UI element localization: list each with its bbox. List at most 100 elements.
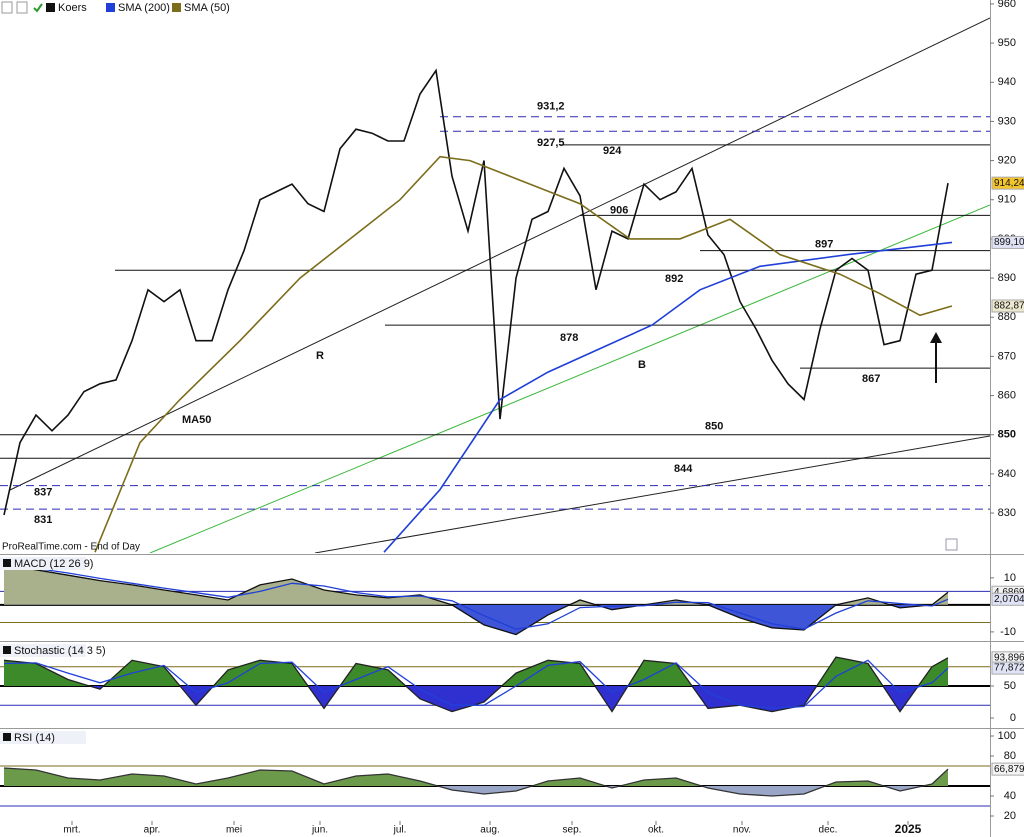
level-label: 906: [610, 204, 628, 216]
value-box: [991, 661, 1024, 675]
y-tick-label: 840: [998, 468, 1016, 480]
series-line: [3, 566, 949, 630]
area-above: [4, 768, 948, 786]
y-tick-label: 870: [998, 350, 1016, 362]
x-tick-label: 2025: [895, 822, 922, 836]
legend-swatch: [46, 3, 55, 12]
y-tick-label: 880: [998, 311, 1016, 323]
y-tick-label: 20: [1004, 810, 1016, 822]
value-box-label: 4,6869: [994, 587, 1024, 598]
icon: [33, 3, 43, 13]
y-tick-label: 100: [998, 730, 1016, 742]
level-label: 837: [34, 487, 52, 499]
series-line: [3, 564, 949, 636]
area-below: [4, 685, 948, 712]
info-icon: [945, 538, 958, 551]
legend-label: Koers: [58, 2, 87, 14]
panel-title-icon: [3, 733, 11, 741]
y-tick-label: 940: [998, 76, 1016, 88]
area-above: [4, 657, 948, 686]
y-tick-label: 50: [1004, 680, 1016, 692]
x-tick-label: jul.: [393, 825, 407, 836]
x-tick-label: jun.: [311, 825, 328, 836]
level-label: 892: [665, 273, 683, 285]
legend-label: SMA (50): [184, 2, 230, 14]
value-box-label: 914,24: [994, 178, 1024, 189]
value-box-label: 93,896: [994, 652, 1024, 663]
y-tick-label: 0: [1010, 712, 1016, 724]
trend-line: [9, 17, 990, 491]
arrow: [930, 332, 942, 383]
value-box: [991, 235, 1024, 249]
level-label: 850: [705, 421, 723, 433]
x-tick-label: dec.: [819, 825, 838, 836]
panel-title-bg: [0, 644, 86, 657]
y-tick-label: 950: [998, 37, 1016, 49]
value-box: [991, 762, 1024, 776]
value-box-label: 2,0704: [994, 594, 1024, 605]
panel-title-icon: [3, 559, 11, 567]
x-tick-label: mrt.: [63, 825, 80, 836]
legend-label: SMA (200): [118, 2, 170, 14]
panel-title: MACD (12 26 9): [14, 558, 93, 570]
icon: [16, 1, 28, 14]
source: ProRealTime.com - End of Day: [2, 542, 140, 553]
panel: [0, 68, 990, 553]
y-tick-label: 930: [998, 115, 1016, 127]
level-label: 831: [34, 514, 52, 526]
arrow-head: [930, 332, 942, 343]
panel-title-icon: [3, 646, 11, 654]
series-line: [383, 241, 953, 553]
toolbar-icons: [1, 1, 43, 14]
y-tick-label: -10: [1000, 626, 1016, 638]
y-tick-label: 80: [1004, 750, 1016, 762]
value-box: [991, 176, 1024, 190]
x-tick-label: nov.: [733, 825, 751, 836]
level-label: 897: [815, 239, 833, 251]
series-line: [3, 68, 949, 516]
value-box-label: 899,10: [994, 237, 1024, 248]
trend-line: [314, 435, 990, 553]
annotation: B: [638, 359, 646, 371]
value-box-label: 77,872: [994, 663, 1024, 674]
panel: [0, 564, 990, 636]
series-line: [3, 656, 949, 713]
panel: [0, 656, 990, 713]
series-line: [94, 155, 953, 553]
y-tick-label: 960: [998, 0, 1016, 10]
annotation: MA50: [182, 414, 211, 426]
x-tick-label: apr.: [144, 825, 161, 836]
value-box: [991, 592, 1024, 606]
area-below: [451, 604, 933, 635]
value-box-label: 66,879: [994, 764, 1024, 775]
y-tick-label: 890: [998, 272, 1016, 284]
x-tick-label: mei: [226, 825, 242, 836]
panel-title-bg: [0, 557, 86, 570]
icon: [1, 1, 13, 14]
level-label: 878: [560, 332, 578, 344]
panel-title: Stochastic (14 3 5): [14, 645, 106, 657]
x-tick-label: sep.: [563, 825, 582, 836]
series-line: [3, 767, 949, 797]
panel: [0, 765, 990, 807]
legend-swatch: [106, 3, 115, 12]
level-label: 927,5: [537, 137, 565, 149]
x-tick-label: aug.: [480, 825, 499, 836]
annotation: R: [316, 350, 324, 362]
y-tick-label: 860: [998, 389, 1016, 401]
level-label: 931,2: [537, 101, 565, 113]
x-tick-label: okt.: [648, 825, 664, 836]
level-label: 924: [603, 145, 622, 157]
y-tick-label: 10: [1004, 572, 1016, 584]
y-tick-label: 40: [1004, 790, 1016, 802]
panel-title-bg: [0, 731, 86, 744]
level-label: 844: [674, 463, 693, 475]
series-line: [3, 659, 949, 710]
y-tick-label: 830: [998, 507, 1016, 519]
value-box-label: 882,87: [994, 301, 1024, 312]
y-tick-label: 910: [998, 194, 1016, 206]
y-tick-label: 920: [998, 154, 1016, 166]
